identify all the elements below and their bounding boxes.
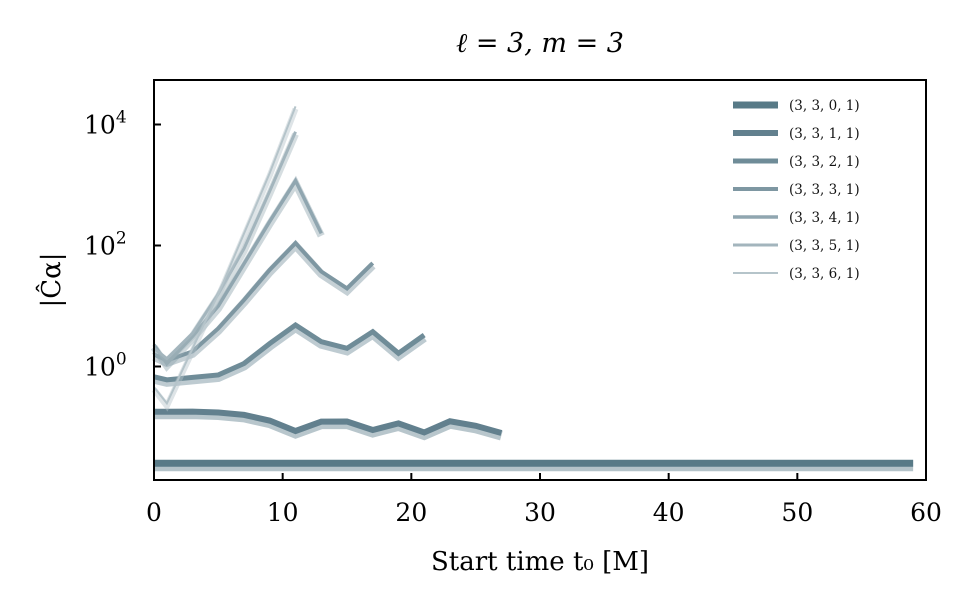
x-tick-label: 50 <box>781 498 813 527</box>
y-axis: 100 102 104 <box>84 108 161 382</box>
x-tick-label: 20 <box>395 498 427 527</box>
x-axis: 0 10 20 30 40 50 60 <box>146 473 942 527</box>
y-tick-label: 100 <box>84 350 127 382</box>
series-line <box>152 177 323 367</box>
legend-label: (3, 3, 6, 1) <box>789 266 860 282</box>
x-tick-label: 0 <box>146 498 162 527</box>
legend-label: (3, 3, 1, 1) <box>789 126 860 142</box>
legend-label: (3, 3, 5, 1) <box>789 238 860 254</box>
series-line <box>153 240 375 363</box>
y-tick-label: 102 <box>84 229 127 261</box>
y-tick-label: 104 <box>84 108 127 140</box>
y-axis-label: |Ĉα| <box>35 253 67 308</box>
y-tick-exponent: 0 <box>116 350 127 370</box>
y-tick-exponent: 4 <box>116 108 127 128</box>
plot-lines <box>150 105 914 472</box>
series-uncertainty-band <box>154 409 503 441</box>
legend-label: (3, 3, 3, 1) <box>789 182 860 198</box>
legend-label: (3, 3, 0, 1) <box>789 98 860 114</box>
x-tick-label: 10 <box>267 498 299 527</box>
x-tick-label: 40 <box>653 498 685 527</box>
y-tick-exponent: 2 <box>116 229 127 249</box>
chart-title: ℓ = 3, m = 3 <box>456 28 624 59</box>
x-axis-label: Start time t₀ [M] <box>431 547 649 577</box>
legend: (3, 3, 0, 1) (3, 3, 1, 1) (3, 3, 2, 1) (3, … <box>733 98 860 282</box>
series-line <box>154 408 503 436</box>
series-line <box>153 321 426 383</box>
x-tick-label: 60 <box>910 498 942 527</box>
legend-label: (3, 3, 2, 1) <box>789 154 860 170</box>
series-line <box>153 105 297 406</box>
x-tick-label: 30 <box>524 498 556 527</box>
legend-label: (3, 3, 4, 1) <box>789 210 860 226</box>
